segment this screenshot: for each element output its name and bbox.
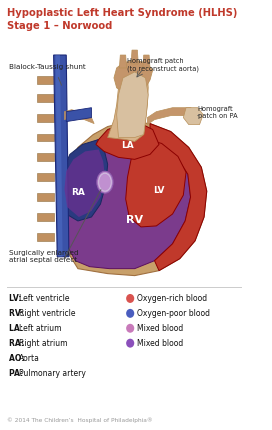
Text: PA:: PA: xyxy=(9,368,25,377)
Polygon shape xyxy=(38,154,54,162)
Polygon shape xyxy=(147,108,198,125)
Text: LA: LA xyxy=(121,141,134,150)
Polygon shape xyxy=(96,124,159,160)
Text: RV: RV xyxy=(126,215,143,224)
Polygon shape xyxy=(114,61,153,92)
Polygon shape xyxy=(38,95,54,102)
Text: Blalock-Taussig shunt: Blalock-Taussig shunt xyxy=(9,64,85,70)
Polygon shape xyxy=(38,114,54,122)
Text: Pulmonary artery: Pulmonary artery xyxy=(19,368,86,377)
Text: LA:: LA: xyxy=(9,323,25,332)
Text: Left ventricle: Left ventricle xyxy=(19,294,69,303)
Text: Right ventricle: Right ventricle xyxy=(19,309,75,318)
Polygon shape xyxy=(58,122,207,276)
Polygon shape xyxy=(66,108,91,122)
Polygon shape xyxy=(126,140,186,227)
Text: RV:: RV: xyxy=(9,309,26,318)
Polygon shape xyxy=(141,124,207,271)
Circle shape xyxy=(126,339,134,348)
Text: RA: RA xyxy=(71,187,85,196)
Ellipse shape xyxy=(97,172,113,194)
Polygon shape xyxy=(117,73,148,138)
Polygon shape xyxy=(38,233,54,241)
Polygon shape xyxy=(143,56,150,69)
Polygon shape xyxy=(38,77,54,85)
Text: Mixed blood: Mixed blood xyxy=(137,323,184,332)
Circle shape xyxy=(126,294,134,303)
Text: Hypoplastic Left Heart Syndrome (HLHS): Hypoplastic Left Heart Syndrome (HLHS) xyxy=(7,8,237,18)
Text: Mixed blood: Mixed blood xyxy=(137,338,184,347)
Text: Oxygen-rich blood: Oxygen-rich blood xyxy=(137,294,208,303)
Polygon shape xyxy=(64,150,105,218)
Text: Oxygen-poor blood: Oxygen-poor blood xyxy=(137,309,211,318)
Text: Aorta: Aorta xyxy=(19,353,40,362)
Polygon shape xyxy=(38,174,54,182)
Text: Homograft patch
(to reconstruct aorta): Homograft patch (to reconstruct aorta) xyxy=(128,58,199,71)
Polygon shape xyxy=(38,214,54,221)
Polygon shape xyxy=(62,140,108,221)
Polygon shape xyxy=(119,56,126,69)
Polygon shape xyxy=(58,137,191,269)
Polygon shape xyxy=(131,51,138,65)
Text: Left atrium: Left atrium xyxy=(19,323,61,332)
Text: Stage 1 – Norwood: Stage 1 – Norwood xyxy=(7,21,112,31)
Polygon shape xyxy=(64,111,94,124)
Text: Homograft
patch on PA: Homograft patch on PA xyxy=(198,105,237,118)
Text: Right atrium: Right atrium xyxy=(19,338,67,347)
Polygon shape xyxy=(55,56,63,257)
Polygon shape xyxy=(108,63,148,142)
Text: Surgically enlarged
atrial septal defect: Surgically enlarged atrial septal defect xyxy=(9,249,78,262)
Circle shape xyxy=(126,324,134,333)
Text: RA:: RA: xyxy=(9,338,26,347)
Text: LV:: LV: xyxy=(9,294,24,303)
Polygon shape xyxy=(38,194,54,202)
Text: © 2014 The Children’s  Hospital of Philadelphia®: © 2014 The Children’s Hospital of Philad… xyxy=(7,416,153,422)
Polygon shape xyxy=(54,56,69,257)
Polygon shape xyxy=(38,134,54,142)
Circle shape xyxy=(126,309,134,318)
Polygon shape xyxy=(183,108,203,125)
Text: LV: LV xyxy=(153,185,165,194)
Text: AO:: AO: xyxy=(9,353,27,362)
